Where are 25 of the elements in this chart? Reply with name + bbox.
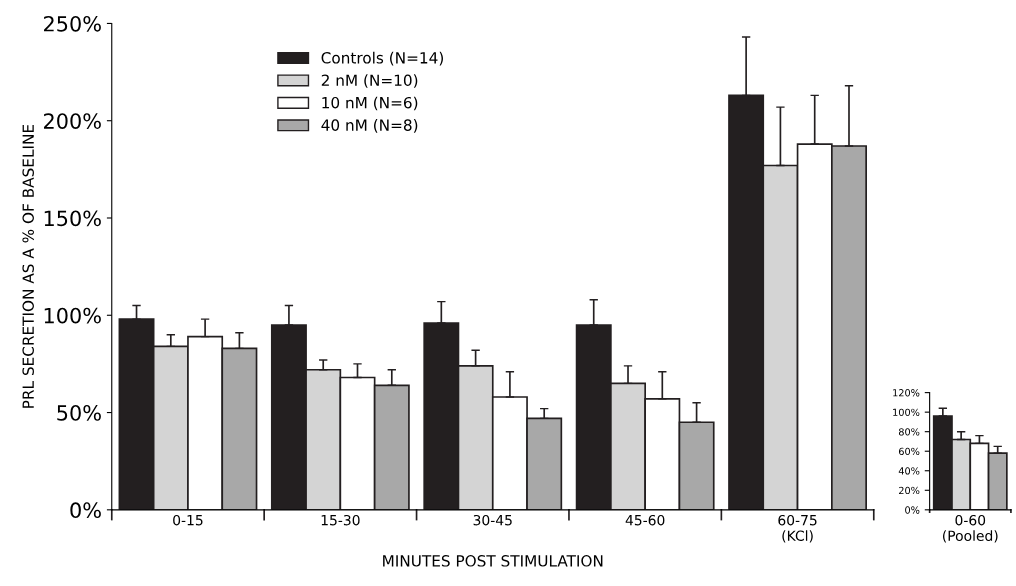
y-tick-label: 60% <box>898 447 920 456</box>
y-tick-label: 40% <box>898 467 920 475</box>
x-tick-label: 60-75 (KCl) <box>778 514 817 543</box>
x-tick-label: 30-45 <box>473 514 512 526</box>
y-tick-label: 20% <box>899 486 920 495</box>
y-tick-label: 200% <box>44 113 101 129</box>
y-tick-label: 150% <box>44 210 101 227</box>
x-tick-label: 0-15 <box>173 514 203 526</box>
x-tick-label: 45-60 <box>625 514 665 526</box>
legend-label: 40 nM (N=8) <box>321 119 418 133</box>
y-axis-title: PRL SECRETION AS A % OF BASELINE <box>22 124 34 408</box>
y-tick-label: 0% <box>70 502 101 519</box>
y-tick-label: 250% <box>44 15 101 32</box>
legend-label: 10 nM (N=6) <box>322 96 418 111</box>
x-tick-label: 15-30 <box>321 514 360 526</box>
y-tick-label: 120% <box>893 389 920 397</box>
legend-label: Controls (N=14) <box>321 51 443 66</box>
x-axis-title: MINUTES POST STIMULATION <box>383 555 603 567</box>
y-tick-label: 100% <box>893 408 920 416</box>
y-tick-label: 100% <box>44 307 101 324</box>
legend-label: 2 nM (N=10) <box>321 74 418 88</box>
x-tick-label: 0-60 (Pooled) <box>943 514 998 543</box>
y-tick-label: 0% <box>905 506 920 514</box>
y-tick-label: 50% <box>57 405 101 421</box>
y-tick-label: 80% <box>898 428 920 436</box>
